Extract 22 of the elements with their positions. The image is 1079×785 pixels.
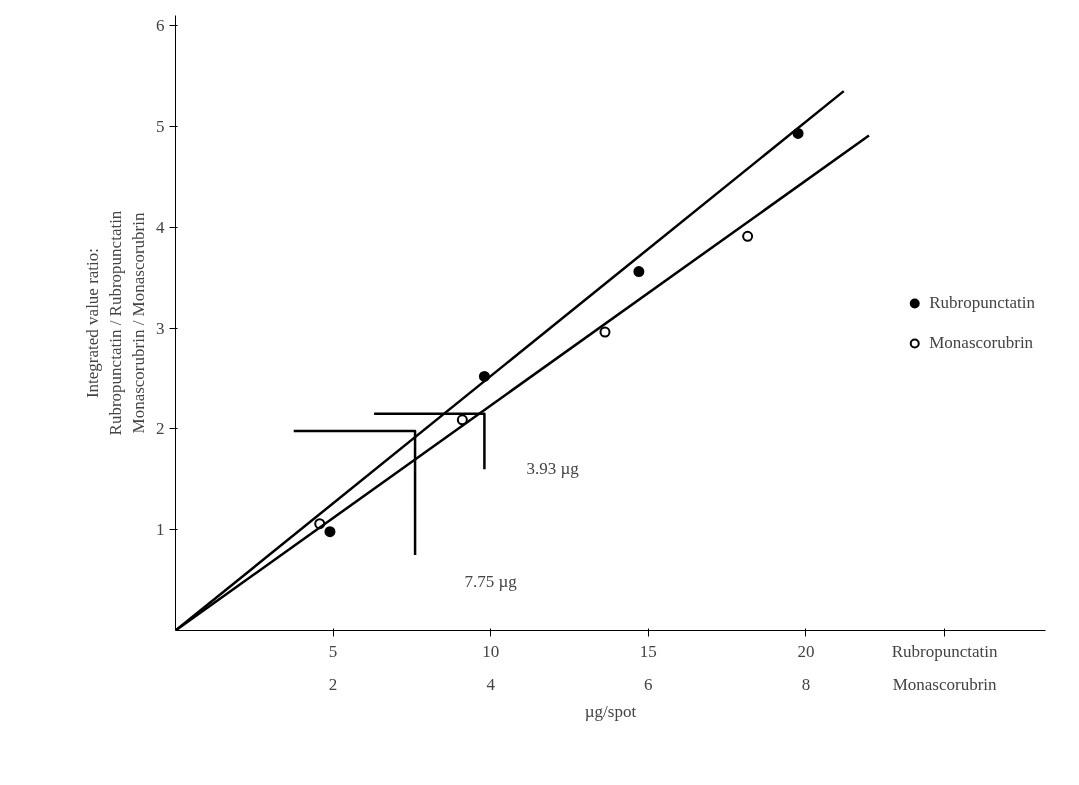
annotation: 3.93 µg [526,458,580,478]
x2-tick-label: 6 [644,674,653,694]
x2-tick-label: 4 [486,674,496,694]
y-tick-label: 2 [156,419,165,439]
x-tick-label: Rubropunctatin [891,641,999,661]
y-tick-label: 6 [156,16,165,36]
y-tick-label: 4 [156,217,165,237]
x-tick-label: 15 [639,641,657,661]
y-tick-label: 3 [156,318,165,338]
x-tick-label: 10 [482,641,500,661]
y-tick-label: 1 [156,520,165,540]
legend-label: Rubropunctatin [929,292,1035,313]
x-axis-title: µg/spot [584,701,637,721]
x2-tick-label: Monascorubrin [892,674,998,694]
x2-tick-label: 2 [328,674,338,694]
annotation: 7.75 µg [464,571,518,591]
y-axis-title: Integrated value ratio: Rubropunctatin / Rubropunctatin Monascorubrin / Monascorubrin [83,210,148,436]
legend-label: Monascorubrin [929,332,1034,353]
x-tick-label: 5 [328,641,338,661]
x2-tick-label: 8 [801,674,811,694]
y-tick-label: 5 [156,116,165,136]
x-tick-label: 20 [797,641,815,661]
